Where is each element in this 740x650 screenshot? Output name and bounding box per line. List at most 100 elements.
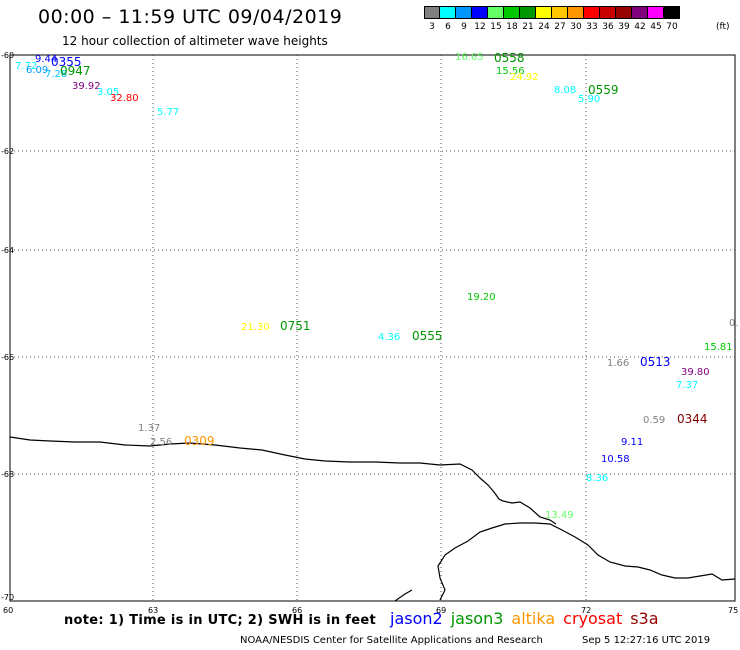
satellite-name: altika [511,609,556,628]
satellite-legend: jason2 jason3 altika cryosat s3a [390,609,667,628]
observation-label: 5.77 [157,107,179,118]
map-subtitle: 12 hour collection of altimeter wave hei… [62,34,328,48]
observation-label: 0309 [184,434,215,448]
longitude-label: 69 [436,606,446,615]
legend-swatch [584,6,600,19]
latitude-label: -66 [1,353,14,362]
observation-label: 21.30 [241,322,270,333]
observation-label: 24.92 [510,72,539,83]
satellite-name: jason2 [390,609,443,628]
legend-value: 15 [490,22,502,32]
latitude-labels: -60 -62 -64 -66 -68 -70 [1,51,14,602]
legend-item: 36 [600,6,616,32]
longitude-label: 66 [292,606,302,615]
legend-item: 39 [616,6,632,32]
footer-note: note: 1) Time is in UTC; 2) SWH is in fe… [64,613,376,628]
longitude-labels: 60 63 66 69 72 75 [3,606,738,615]
observation-label: 7.28 [45,69,67,80]
observation-label: 1.66 [607,358,629,369]
observation-label: 0513 [640,355,671,369]
longitude-label: 60 [3,606,13,615]
wave-height-legend: 3 6 9 12 15 18 21 24 27 30 33 36 39 42 45 70 [424,6,680,32]
satellite-name: cryosat [563,609,623,628]
legend-value: 36 [602,22,614,32]
observation-label: 8.36 [586,473,608,484]
observation-label: 0344 [677,412,708,426]
legend-item: 30 [568,6,584,32]
observation-label: 0355 [51,55,82,69]
legend-value: 12 [474,22,486,32]
latitude-label: -60 [1,51,14,60]
latitude-label: -70 [1,593,14,602]
legend-swatch [424,6,440,19]
legend-swatch [456,6,472,19]
legend-item: 45 [648,6,664,32]
latitude-label: -64 [1,246,14,255]
observation-label: 6.09 [26,65,48,76]
legend-swatch [504,6,520,19]
observation-label: 5.90 [578,94,600,105]
latitude-label: -68 [1,470,14,479]
observation-label: 39.80 [681,367,710,378]
observation-label: 0559 [588,83,619,97]
coastline-west [394,589,413,602]
legend-swatch [664,6,680,19]
satellite-name: s3a [630,609,659,628]
footer-credit: NOAA/NESDIS Center for Satellite Applica… [240,635,543,646]
observation-label: 2.56 [150,437,172,448]
observation-label: 9.11 [621,437,643,448]
latitude-label: -62 [1,147,14,156]
observation-label: 9.44 [35,54,57,65]
observation-label: 0947 [60,64,91,78]
observation-label: 15.56 [496,66,525,77]
longitude-label: 75 [728,606,738,615]
legend-value: 27 [554,22,566,32]
legend-item: 12 [472,6,488,32]
observation-label: 0.59 [643,415,665,426]
legend-value: 18 [506,22,518,32]
legend-item: 3 [424,6,440,32]
coastline-inlet [437,522,736,601]
legend-swatch [536,6,552,19]
legend-value: 45 [650,22,662,32]
observation-label: 19.20 [467,292,496,303]
legend-value: 33 [586,22,598,32]
observation-label: 7.37 [676,380,698,391]
satellite-name: jason3 [450,609,504,628]
legend-swatch [440,6,456,19]
legend-item: 70 [664,6,680,32]
observation-label: 7.72 [15,61,37,72]
observation-label: 13.49 [545,510,574,521]
observation-label: 8.08 [554,85,576,96]
legend-value: 24 [538,22,550,32]
observation-label: 0555 [412,329,443,343]
legend-swatch [632,6,648,19]
observation-label: 4.36 [378,332,400,343]
observation-label: 0. [729,318,739,329]
legend-value: 6 [445,22,451,32]
legend-item: 33 [584,6,600,32]
legend-swatch [568,6,584,19]
legend-value: 3 [429,22,435,32]
legend-item: 42 [632,6,648,32]
legend-swatch [552,6,568,19]
legend-unit: (ft) [716,22,730,32]
legend-value: 39 [618,22,630,32]
map-title: 00:00 – 11:59 UTC 09/04/2019 [38,6,343,28]
legend-value: 21 [522,22,534,32]
legend-item: 6 [440,6,456,32]
observation-label: 0751 [280,319,311,333]
observation-label: 32.80 [110,93,139,104]
map-frame [9,54,736,602]
observation-label: 10.58 [601,454,630,465]
legend-item: 18 [504,6,520,32]
legend-swatch [520,6,536,19]
antarctic-coastline [9,436,557,525]
legend-value: 70 [666,22,678,32]
graticule [10,55,735,601]
legend-item: 21 [520,6,536,32]
observation-label: 15.81 [704,342,733,353]
legend-swatch [600,6,616,19]
